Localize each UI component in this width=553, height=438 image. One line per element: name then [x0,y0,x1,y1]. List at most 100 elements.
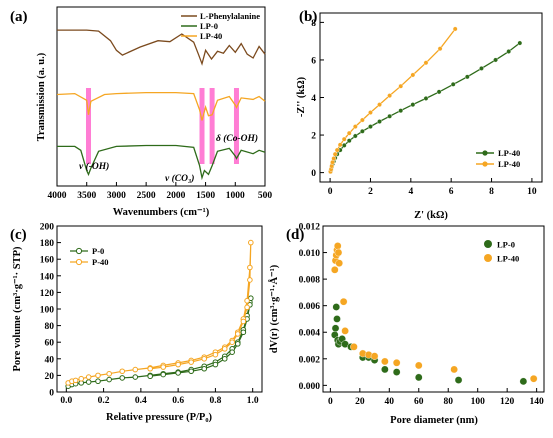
x-tick-label: 20 [355,397,365,407]
data-point-lp-0 [392,368,401,376]
data-point [334,147,340,153]
data-point-lp-40 [335,259,344,267]
data-point [332,151,338,157]
data-point [464,74,470,80]
y-tick-label: 8 [311,19,316,29]
y-tick-label: 0 [311,169,316,179]
x-tick-label: 1.0 [247,396,259,406]
data-point [212,361,219,368]
x-tick-label: 120 [500,397,515,407]
y-tick-label: 0.000 [299,382,321,392]
x-tick-label: 2500 [137,191,156,201]
data-point-lp-40 [341,327,349,335]
data-point [85,379,92,385]
data-point [160,364,167,370]
data-point [147,373,153,380]
x-tick-label: 0.6 [172,396,184,406]
data-point [452,26,458,32]
data-point [517,40,523,46]
data-point [234,341,241,347]
data-point [359,128,365,134]
series-line-lp-0 [57,144,266,181]
data-point-lp-40 [330,266,339,274]
data-point-lp-40 [414,361,423,370]
y-tick-label: 0.006 [299,302,321,312]
data-point [229,339,235,346]
series-line-lp-40 [56,91,266,121]
legend-label: LP-0 [497,240,515,250]
data-point [493,57,498,63]
data-point [450,81,456,87]
x-tick-label: 500 [258,191,273,201]
y-tick-label: 0.012 [299,223,321,233]
panel-d-xlabel: Pore diameter (nm) [390,415,478,426]
y-tick-label: 200 [40,223,55,233]
y-tick-label: 80 [45,322,55,332]
data-point [346,138,352,144]
x-tick-label: 0.4 [135,396,147,406]
x-tick-label: 1000 [226,191,245,201]
x-tick-label: 2 [368,187,373,197]
highlight-band-3 [233,88,239,164]
x-tick-label: 1500 [196,191,215,201]
legend-label: LP-40 [200,31,222,41]
legend-label: LP-40 [498,159,520,169]
panel-a: (a) 4000 3500 3000 2500 2000 1500 1000 500 L-Ph… [10,6,273,218]
data-point [201,356,208,362]
data-point [352,124,358,130]
data-point [78,375,85,382]
y-tick-label: 0.002 [299,355,321,365]
data-point [240,318,247,325]
data-point [387,93,393,99]
highlight-band-0 [85,88,91,164]
y-tick-label: 100 [40,306,55,316]
data-point [436,89,442,95]
data-point-lp-0 [519,377,528,386]
y-tick-label: 4 [311,94,316,104]
x-tick-label: 3000 [107,191,126,201]
panel-c-label: (c) [10,227,27,243]
y-tick-label: 0.010 [299,249,321,259]
data-point-lp-40 [339,297,348,306]
data-point [410,72,416,78]
data-point [377,119,382,124]
data-point [240,329,247,336]
data-point [479,65,484,71]
data-point [341,136,347,142]
legend-marker [482,150,488,156]
panel-c: (c) 0.0 0.2 0.4 0.6 0.8 1.0 0 20 40 60 80 100 120 140… [10,223,263,423]
x-tick-label: 40 [385,397,395,407]
data-point-lp-0 [454,376,463,384]
data-point [248,239,254,246]
panel-b-ylabel: -Z'' (kΩ) [296,76,307,117]
highlight-band-2 [209,88,215,164]
panel-a-label: (a) [10,9,28,25]
data-point-lp-40 [350,343,358,351]
data-point [331,156,337,161]
y-tick-label: 0.004 [299,329,321,339]
x-tick-label: 100 [471,397,486,407]
series-line-p-40 [67,242,252,384]
data-point [160,371,167,378]
data-point [212,351,219,358]
x-tick-label: 0 [328,187,333,197]
panel-c-ylabel: Pore volume (cm³·g⁻¹· STP) [12,246,23,372]
y-tick-label: 6 [311,56,316,66]
legend-marker [75,247,83,255]
x-tick-label: 6 [449,187,454,197]
x-tick-label: 0.8 [209,396,221,406]
data-point [106,370,112,377]
legend-label: P-40 [92,257,109,267]
x-tick-label: 10 [527,187,537,197]
data-point [368,110,373,115]
x-tick-label: 8 [489,187,494,197]
data-point [247,264,253,271]
panel-d: (d) 0 20 40 60 80 100 120 140 0.000 0.002 0.004 0.0… [268,223,545,426]
y-tick-label: 120 [40,289,55,299]
panel-d-label: (d) [286,227,304,243]
data-point [201,365,208,372]
data-point-lp-0 [381,365,389,374]
data-point [247,277,253,283]
